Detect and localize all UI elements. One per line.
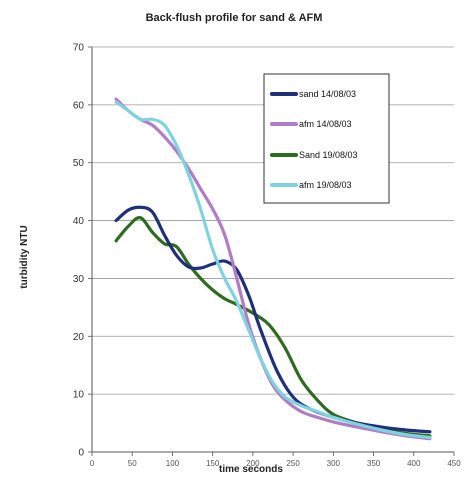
axes [88,46,455,456]
x-tick-label: 50 [128,459,137,468]
x-tick-label: 450 [447,459,461,468]
series-line-2 [114,97,432,441]
series-lines [114,97,432,441]
y-tick-label: 70 [73,43,85,54]
chart-title: Back-flush profile for sand & AFM [146,12,323,24]
x-axis-label: time seconds [219,464,283,475]
y-tick-label: 60 [73,100,85,111]
series-line-3 [114,216,432,438]
y-tick-label: 0 [78,448,84,459]
x-tick-labels: 0 50 100 150 200 250 300 350 400 450 [90,459,461,468]
y-tick-labels: 0 10 20 30 40 50 60 70 [73,43,85,459]
x-tick-label: 350 [367,459,381,468]
legend-entry-2: afm 14/08/03 [299,119,352,129]
x-tick-label: 250 [286,459,300,468]
y-tick-label: 20 [73,332,85,343]
x-tick-label: 100 [166,459,180,468]
legend: sand 14/08/03 afm 14/08/03 Sand 19/08/03 af… [263,73,390,204]
x-tick-label: 150 [206,459,220,468]
y-tick-label: 50 [73,158,85,169]
y-axis-label: turbidity NTU [19,225,30,288]
y-tick-label: 10 [73,390,85,401]
x-tick-label: 200 [246,459,260,468]
x-tick-label: 300 [327,459,341,468]
legend-entry-3: Sand 19/08/03 [299,150,358,160]
x-tick-label: 0 [90,459,95,468]
y-tick-label: 40 [73,216,85,227]
x-tick-label: 400 [407,459,421,468]
series-line-4 [114,100,432,440]
y-tick-label: 30 [73,274,85,285]
legend-entry-1: sand 14/08/03 [299,89,356,99]
legend-entry-4: afm 19/08/03 [299,180,352,190]
